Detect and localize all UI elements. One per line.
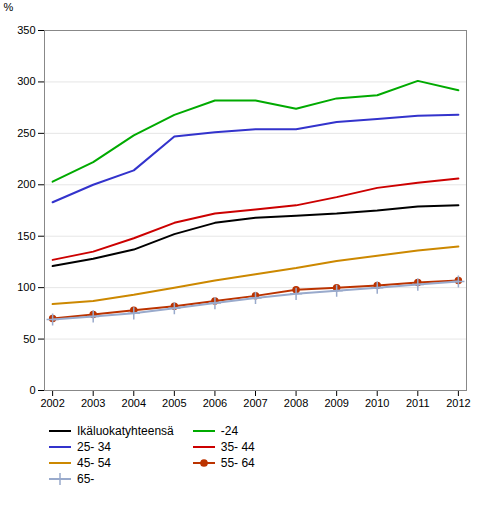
svg-text:2006: 2006 [203,397,227,409]
svg-text:2011: 2011 [406,397,430,409]
html-text:55- 64: 55- 64 [220,456,255,470]
svg-text:350: 350 [17,24,35,36]
html-text:Ikäluokatyhteensä: Ikäluokatyhteensä [77,424,174,438]
html-text:35- 44: 35- 44 [220,440,255,454]
svg-text:2010: 2010 [365,397,389,409]
svg-text:2005: 2005 [162,397,186,409]
svg-text:2002: 2002 [40,397,64,409]
svg-text:2012: 2012 [446,397,470,409]
svg-text:200: 200 [17,178,35,190]
svg-text:2007: 2007 [243,397,267,409]
svg-text:0: 0 [29,384,35,396]
svg-text:50: 50 [23,333,35,345]
svg-text:2008: 2008 [284,397,308,409]
svg-text:2003: 2003 [81,397,105,409]
html-text:-24: -24 [220,424,239,438]
svg-text:300: 300 [17,75,35,87]
html-text:65-: 65- [77,472,95,486]
svg-text:%: % [4,1,14,13]
html-text:25- 34: 25- 34 [77,440,111,454]
svg-text:250: 250 [17,127,35,139]
svg-text:2009: 2009 [324,397,348,409]
svg-text:150: 150 [17,230,35,242]
html-text:45- 54: 45- 54 [77,456,111,470]
svg-text:100: 100 [17,281,35,293]
svg-text:2004: 2004 [122,397,146,409]
